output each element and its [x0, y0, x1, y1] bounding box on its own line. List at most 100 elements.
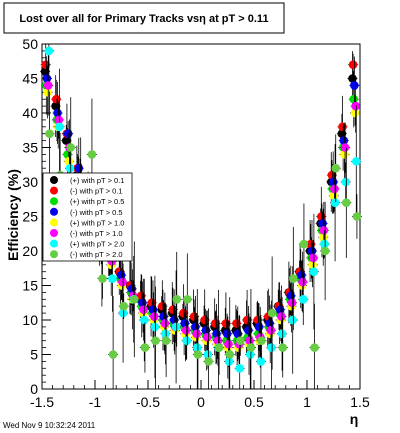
data-point — [342, 198, 351, 207]
data-point — [225, 350, 235, 359]
data-point — [161, 329, 170, 339]
legend-entry: (-) with pT > 0.5 — [70, 208, 123, 217]
data-point — [350, 81, 359, 90]
y-tick-label: 5 — [30, 347, 38, 363]
legend-entry: (-) with pT > 1.0 — [70, 229, 123, 238]
x-tick-label: -1.5 — [30, 394, 54, 410]
data-point — [63, 129, 73, 138]
y-tick-label: 25 — [22, 209, 38, 225]
data-point — [257, 336, 266, 346]
data-point — [254, 322, 264, 332]
data-point — [98, 274, 107, 283]
data-point — [351, 157, 361, 166]
data-point — [66, 143, 76, 152]
legend-marker — [50, 250, 58, 259]
x-tick-label: 0.5 — [244, 394, 264, 410]
data-point — [214, 343, 224, 352]
data-point — [309, 267, 319, 277]
data-point — [331, 163, 341, 173]
data-point — [55, 122, 64, 132]
y-tick-label: 40 — [22, 105, 38, 121]
data-point — [338, 122, 347, 132]
data-point — [42, 74, 52, 83]
data-point — [43, 81, 53, 90]
y-tick-label: 20 — [22, 243, 38, 259]
axis-ticks: -1.5 -1 -0.5 0 0.5 1 1.5 0 5 10 15 20 25 30 35 40 45 50 — [22, 36, 370, 410]
data-point — [244, 326, 253, 335]
data-point — [277, 329, 287, 339]
data-point — [246, 343, 256, 352]
legend-marker — [50, 186, 58, 195]
data-point — [222, 329, 232, 339]
data-point — [108, 274, 117, 283]
data-point — [200, 315, 210, 325]
y-tick-label: 45 — [22, 71, 38, 87]
legend-entry: (+) with pT > 1.0 — [70, 218, 124, 227]
data-point — [221, 319, 231, 328]
data-point — [267, 343, 276, 352]
data-point — [310, 343, 319, 352]
data-point — [44, 46, 54, 56]
data-point — [139, 305, 148, 314]
x-tick-label: -1 — [89, 394, 102, 410]
timestamp: Wed Nov 9 10:32:24 2011 — [3, 421, 96, 430]
legend-marker — [50, 197, 58, 206]
legend-box — [42, 172, 133, 262]
legend-marker — [50, 229, 58, 237]
data-point — [118, 308, 128, 318]
data-point — [320, 246, 330, 256]
data-point — [160, 319, 170, 328]
data-point — [348, 60, 358, 69]
x-tick-label: -0.5 — [136, 394, 160, 410]
data-point — [224, 357, 234, 366]
data-point — [65, 163, 75, 173]
data-point — [140, 343, 150, 352]
data-point — [266, 326, 276, 335]
data-point — [288, 315, 297, 325]
data-point — [339, 136, 349, 145]
data-point — [224, 339, 233, 349]
title-box — [3, 2, 285, 34]
legend-marker — [50, 239, 58, 248]
data-point — [351, 101, 360, 111]
data-point — [108, 350, 118, 359]
data-point — [182, 336, 191, 346]
data-point — [172, 295, 182, 304]
data-point — [161, 336, 171, 346]
data-point — [308, 260, 317, 270]
data-point — [181, 326, 191, 335]
data-point — [130, 295, 139, 304]
data-point — [340, 143, 350, 152]
data-point — [267, 308, 277, 318]
legend-entry: (+) with pT > 0.5 — [70, 197, 124, 206]
legend-entry: (+) with pT > 0.1 — [70, 176, 124, 185]
data-point — [87, 150, 97, 159]
data-point — [277, 312, 286, 321]
legend-entry: (-) with pT > 2.0 — [70, 250, 123, 259]
y-tick-label: 30 — [22, 174, 38, 190]
legend-entry: (+) with pT > 2.0 — [70, 240, 124, 249]
data-point — [298, 295, 308, 304]
data-point — [245, 350, 255, 359]
legend-marker — [50, 176, 58, 184]
data-point — [245, 336, 254, 346]
x-axis-label: η — [350, 411, 359, 427]
data-point — [151, 336, 160, 346]
data-point — [350, 108, 360, 118]
data-point — [320, 239, 329, 249]
data-point — [45, 129, 54, 138]
data-point — [183, 295, 192, 304]
data-point — [203, 350, 213, 359]
y-tick-label: 0 — [30, 381, 38, 397]
data-point — [213, 336, 223, 346]
data-point — [150, 322, 160, 332]
legend-entry: (-) with pT > 0.1 — [70, 187, 123, 196]
data-point — [256, 357, 266, 366]
x-tick-label: 0 — [197, 394, 205, 410]
data-point — [287, 298, 297, 308]
data-point — [139, 315, 149, 325]
x-tick-label: 1.5 — [350, 394, 370, 410]
data-point — [149, 312, 159, 321]
y-tick-label: 50 — [22, 36, 38, 52]
y-tick-label: 35 — [22, 140, 38, 156]
